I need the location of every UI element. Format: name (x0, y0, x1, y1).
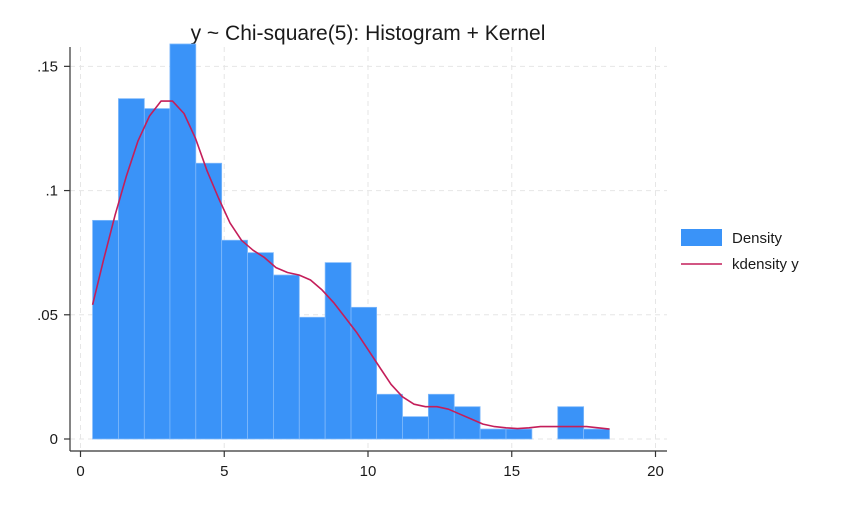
x-tick-label: 15 (503, 463, 520, 480)
histogram-bar (324, 262, 352, 440)
ticks-layer: 0 .05 .1 .15 0 5 10 15 20 (37, 58, 664, 480)
x-tick-label: 10 (360, 463, 377, 480)
histogram-bar (427, 393, 455, 440)
y-tick-label: .15 (37, 58, 58, 75)
legend: Density kdensity y (681, 229, 799, 273)
chart-title: y ~ Chi-square(5): Histogram + Kernel (191, 22, 546, 45)
histogram-bar (479, 428, 507, 440)
histogram-bar (247, 252, 274, 440)
histogram-bar (221, 239, 248, 440)
y-tick-label: 0 (50, 431, 58, 448)
histogram-bars (92, 43, 610, 440)
x-tick-label: 5 (220, 463, 228, 480)
histogram-bar (583, 428, 610, 440)
histogram-bar (350, 306, 378, 440)
histogram-bar (273, 274, 300, 440)
y-tick-label: .1 (45, 183, 58, 200)
x-tick-label: 0 (76, 463, 84, 480)
histogram-bar (195, 162, 223, 440)
histogram-bar (169, 43, 197, 440)
kdensity-line (91, 100, 610, 430)
x-tick-label: 20 (647, 463, 664, 480)
histogram-bar (453, 406, 481, 440)
histogram-bar (143, 108, 171, 440)
y-tick-label: .05 (37, 307, 58, 324)
histogram-bar (376, 393, 403, 440)
legend-swatch-density (681, 229, 722, 246)
histogram-bar (557, 406, 585, 440)
histogram-bar (118, 98, 145, 440)
legend-label-density: Density (732, 230, 783, 247)
histogram-bar (298, 316, 326, 440)
histogram-bar (402, 416, 429, 440)
kernel-density-layer (91, 100, 610, 430)
legend-label-kdensity: kdensity y (732, 256, 799, 273)
histogram-bar (505, 428, 533, 440)
